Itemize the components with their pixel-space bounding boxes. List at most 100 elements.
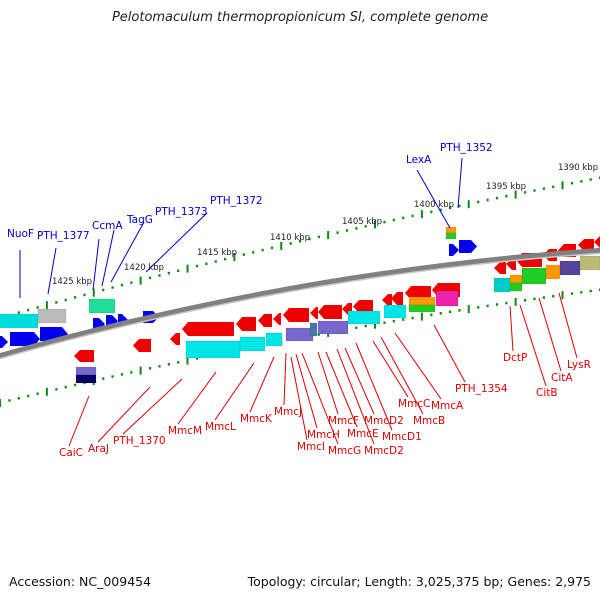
ruler-tick (411, 214, 414, 218)
ruler-label: 1415 kbp (197, 248, 237, 258)
reverse-gene[interactable] (594, 236, 600, 248)
gene-box[interactable] (509, 282, 523, 292)
ruler-tick (45, 387, 48, 396)
label-leaders (19, 157, 578, 447)
reverse-gene[interactable] (283, 308, 309, 322)
ruler-tick (345, 229, 349, 232)
reverse-gene[interactable] (318, 305, 342, 319)
reverse-gene[interactable] (353, 300, 373, 313)
reverse-gene[interactable] (170, 333, 180, 345)
leader-line (145, 212, 208, 273)
gene-label-mmcd2[interactable]: MmcD2 (364, 445, 404, 457)
gene-box[interactable] (509, 274, 523, 284)
reverse-gene[interactable] (382, 294, 392, 306)
reverse-gene[interactable] (236, 317, 256, 331)
gene-label-mmcb[interactable]: MmcB (413, 415, 445, 427)
gene-label-lexa[interactable]: LexA (406, 154, 432, 166)
gene-box[interactable] (579, 255, 600, 271)
gene-label-mmce[interactable]: MmcE (347, 428, 379, 440)
gene-label-pth_1352[interactable]: PTH_1352 (440, 142, 493, 154)
gene-label-araj[interactable]: AraJ (88, 443, 109, 455)
gene-label-citb[interactable]: CitB (536, 387, 558, 399)
forward-gene[interactable] (0, 336, 8, 348)
reverse-gene[interactable] (273, 313, 281, 325)
gene-label-pth_1354[interactable]: PTH_1354 (455, 383, 508, 395)
leader-line (122, 378, 183, 435)
ruler-tick (420, 312, 423, 321)
gene-box[interactable] (185, 340, 241, 359)
gene-box[interactable] (0, 313, 39, 329)
reverse-gene[interactable] (310, 307, 318, 319)
forward-gene[interactable] (459, 240, 477, 253)
gene-box[interactable] (75, 366, 97, 376)
gene-label-cita[interactable]: CitA (551, 372, 573, 384)
gene-label-mmcf[interactable]: MmcF (328, 415, 359, 427)
gene-label-mmci[interactable]: MmcI (297, 441, 325, 453)
reverse-gene[interactable] (258, 314, 272, 327)
forward-gene[interactable] (10, 332, 40, 346)
gene-box[interactable] (37, 308, 67, 324)
gene-label-mmcl[interactable]: MmcL (205, 421, 236, 433)
ruler-tick (139, 366, 142, 375)
gene-label-pth_1372[interactable]: PTH_1372 (210, 195, 263, 207)
ruler-tick (336, 231, 339, 234)
gene-label-nuof[interactable]: NuoF (7, 228, 34, 240)
gene-box[interactable] (239, 336, 266, 352)
reverse-gene[interactable] (74, 350, 94, 362)
gene-label-mmcg[interactable]: MmcG (328, 445, 361, 457)
gene-box[interactable] (521, 267, 547, 285)
gene-label-mmcd2[interactable]: MmcD2 (364, 415, 404, 427)
ruler-tick (195, 357, 199, 360)
reverse-gene[interactable] (405, 286, 431, 300)
ruler-tick (467, 200, 470, 209)
gene-box[interactable] (435, 290, 459, 307)
gene-label-pth_1377[interactable]: PTH_1377 (37, 230, 90, 242)
gene-box[interactable] (347, 310, 381, 325)
ruler-tick (589, 289, 592, 293)
gene-box[interactable] (445, 232, 457, 240)
gene-label-mmck[interactable]: MmcK (240, 413, 273, 425)
gene-box[interactable] (383, 304, 407, 319)
gene-label-pth_1370[interactable]: PTH_1370 (113, 435, 166, 447)
gene-box[interactable] (285, 327, 314, 342)
gene-label-lysr[interactable]: LysR (567, 359, 591, 371)
reverse-gene[interactable] (578, 239, 594, 251)
accession-text: Accession: NC_009454 (9, 574, 152, 589)
gene-box[interactable] (75, 374, 97, 384)
gene-box[interactable] (408, 304, 436, 313)
gene-box[interactable] (309, 322, 318, 337)
gene-box[interactable] (545, 264, 561, 280)
reverse-gene[interactable] (182, 322, 234, 336)
gene-label-mmcd1[interactable]: MmcD1 (382, 431, 422, 443)
ruler-tick (158, 365, 161, 368)
gene-label-caic[interactable]: CaiC (59, 447, 83, 459)
ruler-tick (36, 306, 39, 309)
gene-box[interactable] (265, 332, 283, 347)
gene-label-tagg[interactable]: TagG (126, 214, 153, 226)
reverse-gene[interactable] (494, 262, 506, 274)
gene-label-mmcj[interactable]: MmcJ (274, 406, 302, 418)
gene-label-mmcm[interactable]: MmcM (168, 425, 202, 437)
gene-label-mmch[interactable]: MmcH (307, 429, 340, 441)
gene-box[interactable] (88, 298, 116, 314)
gene-label-dctp[interactable]: DctP (503, 352, 527, 364)
ruler-tick (439, 312, 442, 315)
gene-label-ccma[interactable]: CcmA (92, 220, 123, 232)
gene-box[interactable] (408, 296, 436, 306)
reverse-gene[interactable] (391, 292, 403, 305)
gene-blocks (0, 226, 600, 384)
reverse-gene[interactable] (133, 339, 151, 352)
gene-label-mmca[interactable]: MmcA (431, 400, 464, 412)
ruler-tick (224, 257, 227, 261)
gene-box[interactable] (317, 320, 349, 335)
ruler-tick (149, 367, 152, 370)
leader-line (92, 238, 100, 291)
ruler-tick (308, 237, 311, 241)
ruler-tick (270, 246, 274, 250)
gene-box[interactable] (445, 226, 457, 234)
gene-label-mmcc[interactable]: MmcC (398, 398, 430, 410)
gene-box[interactable] (559, 260, 581, 276)
gene-box[interactable] (493, 277, 511, 293)
forward-gene[interactable] (449, 244, 459, 256)
gene-label-pth_1373[interactable]: PTH_1373 (155, 206, 208, 218)
